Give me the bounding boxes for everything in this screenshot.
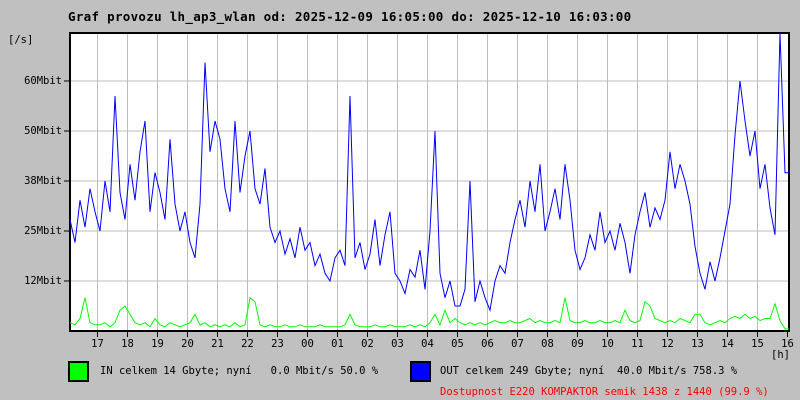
graph-title: Graf provozu lh_ap3_wlan od: 2025-12-09 … xyxy=(68,9,632,24)
plot-border xyxy=(69,32,790,332)
x-tick-label: 08 xyxy=(541,338,554,350)
in-series-swatch xyxy=(68,361,89,382)
y-tick-label: 38Mbit xyxy=(24,175,62,187)
y-axis-unit-label: [/s] xyxy=(8,34,34,46)
x-tick-label: 17 xyxy=(91,338,104,350)
x-tick-label: 14 xyxy=(721,338,734,350)
x-tick-label: 01 xyxy=(331,338,344,350)
x-tick-label: 19 xyxy=(151,338,164,350)
x-tick-label: 15 xyxy=(751,338,764,350)
x-tick-label: 21 xyxy=(211,338,224,350)
y-tick-label: 50Mbit xyxy=(24,125,62,137)
y-tick-label: 12Mbit xyxy=(24,275,62,287)
x-axis-unit-label: [h] xyxy=(771,349,790,361)
x-tick-label: 13 xyxy=(691,338,704,350)
x-tick-label: 10 xyxy=(601,338,614,350)
out-series-legend-label: OUT celkem 249 Gbyte; nyní 40.0 Mbit/s 7… xyxy=(440,365,738,377)
x-tick-label: 03 xyxy=(391,338,404,350)
availability-status-text: Dostupnost E220 KOMPAKTOR semik 1438 z 1… xyxy=(440,386,769,398)
x-tick-label: 07 xyxy=(511,338,524,350)
x-tick-label: 05 xyxy=(451,338,464,350)
x-tick-label: 06 xyxy=(481,338,494,350)
x-tick-label: 09 xyxy=(571,338,584,350)
x-tick-label: 12 xyxy=(661,338,674,350)
x-tick-label: 11 xyxy=(631,338,644,350)
out-series-line xyxy=(69,32,789,313)
x-tick-label: 04 xyxy=(421,338,434,350)
y-tick-label: 25Mbit xyxy=(24,225,62,237)
x-tick-label: 18 xyxy=(121,338,134,350)
x-tick-label: 00 xyxy=(301,338,314,350)
in-series-line xyxy=(69,296,789,330)
x-tick-label: 16 xyxy=(781,338,794,350)
x-tick-label: 22 xyxy=(241,338,254,350)
plot-background xyxy=(70,33,789,331)
y-tick-label: 60Mbit xyxy=(24,75,62,87)
out-series-swatch xyxy=(410,361,431,382)
x-tick-label: 02 xyxy=(361,338,374,350)
in-series-legend-label: IN celkem 14 Gbyte; nyní 0.0 Mbit/s 50.0… xyxy=(100,365,379,377)
x-tick-label: 23 xyxy=(271,338,284,350)
x-tick-label: 20 xyxy=(181,338,194,350)
